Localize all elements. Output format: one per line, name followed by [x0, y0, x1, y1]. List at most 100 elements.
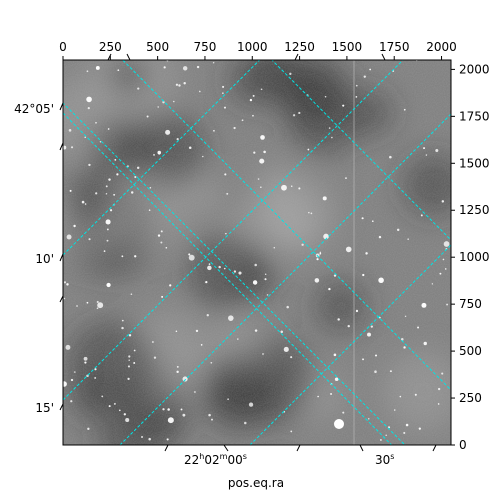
star — [249, 98, 253, 102]
star — [208, 263, 211, 265]
star — [63, 145, 67, 150]
top-tick-label: 1000 — [237, 40, 268, 54]
grid-line — [63, 102, 406, 445]
star — [101, 395, 104, 398]
star — [157, 234, 161, 237]
star — [210, 361, 213, 364]
sky-image — [63, 60, 451, 445]
star — [127, 365, 131, 368]
right-tick-label: 2000 — [459, 62, 490, 76]
star — [107, 128, 110, 130]
star — [127, 377, 130, 381]
star — [323, 233, 329, 240]
star — [317, 395, 319, 398]
star — [342, 104, 345, 107]
star — [127, 165, 129, 168]
star — [194, 391, 196, 393]
star — [84, 136, 87, 139]
star — [188, 146, 192, 150]
star — [442, 258, 445, 261]
star — [393, 409, 396, 411]
star — [106, 282, 111, 288]
star — [223, 106, 226, 109]
star — [94, 368, 97, 371]
star — [400, 337, 404, 341]
star — [420, 214, 423, 217]
star — [347, 324, 350, 328]
star — [160, 230, 163, 233]
ra-top-tick — [126, 53, 131, 61]
plot-frame — [62, 59, 452, 446]
ra-tick-label-0: 22h02m00s — [184, 452, 247, 467]
star — [173, 100, 175, 103]
star — [330, 393, 332, 395]
star — [176, 365, 179, 368]
dec-tick-label-2: 15' — [35, 401, 54, 415]
star — [109, 209, 113, 212]
star — [342, 411, 345, 414]
star — [117, 69, 120, 72]
star — [96, 300, 99, 304]
star — [298, 187, 301, 190]
star — [94, 377, 97, 379]
star — [446, 303, 449, 306]
star — [264, 273, 267, 276]
star — [333, 274, 337, 277]
star — [253, 151, 256, 154]
star — [322, 196, 327, 201]
star — [116, 173, 119, 176]
star — [222, 85, 225, 88]
star — [88, 163, 91, 167]
star — [403, 346, 406, 349]
star — [328, 127, 331, 129]
star — [95, 192, 98, 195]
star — [113, 193, 116, 196]
star — [286, 305, 289, 309]
star — [169, 284, 172, 287]
star — [379, 439, 382, 441]
star — [418, 427, 421, 430]
star — [248, 402, 254, 407]
star — [201, 155, 204, 158]
star — [213, 129, 215, 132]
star — [389, 370, 392, 373]
dec-tick-label-1: 10' — [35, 252, 54, 266]
star — [316, 258, 319, 261]
star — [273, 247, 275, 249]
star — [252, 280, 258, 285]
star — [301, 243, 304, 246]
star — [437, 403, 440, 405]
star — [65, 344, 71, 350]
star — [228, 315, 234, 321]
star — [70, 378, 74, 382]
star — [431, 283, 434, 285]
star — [97, 302, 104, 309]
star — [331, 136, 333, 139]
star — [319, 251, 322, 254]
star — [66, 234, 72, 240]
star — [375, 354, 378, 357]
star — [307, 148, 310, 151]
star — [244, 421, 247, 425]
star — [63, 297, 66, 300]
star — [73, 224, 76, 228]
star — [153, 153, 155, 156]
star — [87, 107, 90, 110]
ra-tick — [359, 444, 364, 452]
star — [379, 316, 381, 319]
star — [254, 329, 258, 332]
star — [105, 219, 111, 225]
star — [378, 277, 384, 284]
coordinate-grid — [63, 60, 451, 445]
star — [114, 159, 117, 161]
ra-tick — [432, 444, 437, 452]
star — [86, 96, 92, 103]
star — [289, 72, 292, 76]
star — [130, 191, 134, 194]
star — [121, 255, 124, 258]
star — [207, 265, 212, 271]
star — [396, 228, 400, 232]
star — [183, 82, 186, 85]
star — [148, 437, 151, 441]
star — [108, 178, 111, 181]
